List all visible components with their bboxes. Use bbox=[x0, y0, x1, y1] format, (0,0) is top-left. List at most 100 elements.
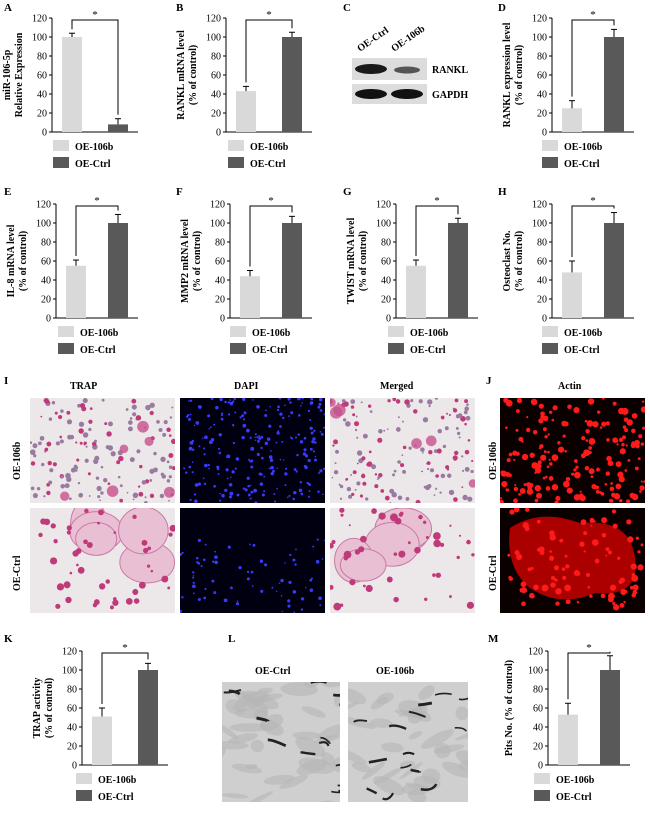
cell-shape bbox=[65, 596, 72, 604]
cell-shape bbox=[150, 569, 154, 573]
cell-shape bbox=[132, 498, 135, 501]
cell-shape bbox=[622, 435, 626, 440]
cell-shape bbox=[584, 465, 590, 471]
bar bbox=[62, 37, 82, 132]
cell-shape bbox=[619, 448, 626, 455]
legend-swatch bbox=[388, 326, 404, 337]
cell-shape bbox=[433, 449, 438, 453]
merged-image-oectrl bbox=[330, 508, 475, 613]
cell-shape bbox=[193, 424, 196, 427]
cell-shape bbox=[273, 500, 277, 503]
cell-shape bbox=[214, 560, 219, 565]
cell-shape bbox=[452, 455, 458, 461]
y-tick-label: 60 bbox=[381, 257, 391, 268]
panel-label-i: I bbox=[4, 375, 9, 387]
cell-shape bbox=[168, 434, 172, 437]
legend-swatch bbox=[542, 326, 558, 337]
cell-shape bbox=[640, 543, 644, 547]
cell-shape bbox=[370, 696, 389, 710]
significance-bracket bbox=[415, 205, 459, 257]
cell-shape bbox=[94, 439, 97, 443]
cell-shape bbox=[249, 497, 252, 500]
cell-shape bbox=[204, 435, 208, 440]
cell-shape bbox=[228, 733, 259, 744]
cell-shape bbox=[398, 512, 403, 517]
cell-shape bbox=[78, 492, 84, 498]
cell-shape bbox=[98, 583, 106, 590]
cell-shape bbox=[172, 466, 175, 471]
y-tick-label: 80 bbox=[67, 685, 77, 696]
cell-shape bbox=[440, 415, 445, 420]
significance-bracket bbox=[567, 651, 611, 700]
cell-shape bbox=[218, 451, 222, 455]
cell-shape bbox=[610, 482, 613, 485]
cell-shape bbox=[169, 524, 175, 532]
cell-shape bbox=[287, 398, 291, 401]
cell-shape bbox=[516, 398, 523, 404]
cell-shape bbox=[110, 451, 116, 457]
cell-shape bbox=[319, 409, 323, 412]
cell-shape bbox=[516, 553, 523, 561]
cell-shape bbox=[361, 456, 366, 461]
cell-shape bbox=[425, 435, 437, 447]
cell-shape bbox=[601, 421, 607, 427]
cell-shape bbox=[168, 532, 173, 537]
legend-label: OE-106b bbox=[75, 142, 114, 153]
panel-label-c: C bbox=[343, 2, 351, 14]
cell-shape bbox=[252, 543, 256, 547]
cell-shape bbox=[500, 499, 504, 503]
cell-shape bbox=[228, 495, 232, 499]
cell-shape bbox=[87, 472, 91, 476]
cell-shape bbox=[448, 489, 455, 496]
cell-shape bbox=[30, 449, 36, 455]
cell-shape bbox=[352, 470, 357, 475]
cell-shape bbox=[565, 564, 570, 569]
cell-shape bbox=[400, 763, 412, 769]
cell-shape bbox=[618, 476, 625, 483]
cell-shape bbox=[565, 599, 571, 605]
cell-shape bbox=[555, 601, 560, 606]
cell-shape bbox=[571, 472, 575, 476]
cell-shape bbox=[616, 443, 619, 446]
cell-shape bbox=[333, 439, 338, 445]
cell-shape bbox=[132, 514, 137, 520]
actin-image-oectrl bbox=[500, 508, 645, 613]
dapi-image-oe106b bbox=[180, 398, 325, 503]
cell-shape bbox=[277, 405, 280, 409]
cell-shape bbox=[161, 474, 167, 479]
cell-shape bbox=[204, 543, 207, 546]
western-blot-panel: OE-Ctrl OE-Ctrl OE-106b RANKL GAPDH bbox=[352, 23, 468, 104]
cell-shape bbox=[246, 577, 250, 581]
cell-shape bbox=[149, 410, 154, 416]
cell-shape bbox=[464, 399, 469, 404]
y-tick-label: 60 bbox=[41, 257, 51, 268]
cell-shape bbox=[32, 492, 38, 499]
cell-shape bbox=[208, 428, 210, 430]
cell-shape bbox=[555, 588, 562, 595]
cell-shape bbox=[387, 399, 391, 403]
cell-shape bbox=[396, 427, 401, 432]
bar bbox=[240, 276, 260, 318]
cell-shape bbox=[611, 492, 616, 498]
cell-shape bbox=[225, 468, 229, 472]
cell-shape bbox=[249, 543, 251, 546]
cell-shape bbox=[612, 604, 620, 611]
cell-shape bbox=[508, 473, 512, 478]
cell-shape bbox=[193, 493, 197, 496]
cell-shape bbox=[377, 475, 381, 479]
panel-label-f: F bbox=[176, 186, 183, 198]
cell-shape bbox=[394, 517, 402, 525]
cell-shape bbox=[268, 455, 273, 459]
panel-j-col-actin: Actin bbox=[558, 381, 582, 392]
cell-shape bbox=[308, 490, 311, 492]
cell-shape bbox=[317, 724, 340, 741]
cell-shape bbox=[408, 710, 426, 718]
cell-shape bbox=[521, 440, 524, 443]
cell-shape bbox=[252, 693, 283, 703]
panel-i-col-merged: Merged bbox=[380, 381, 414, 392]
cell-shape bbox=[312, 437, 316, 441]
cell-shape bbox=[109, 605, 114, 610]
legend-label: OE-Ctrl bbox=[556, 792, 592, 803]
cell-shape bbox=[348, 747, 368, 765]
cell-shape bbox=[626, 519, 632, 525]
